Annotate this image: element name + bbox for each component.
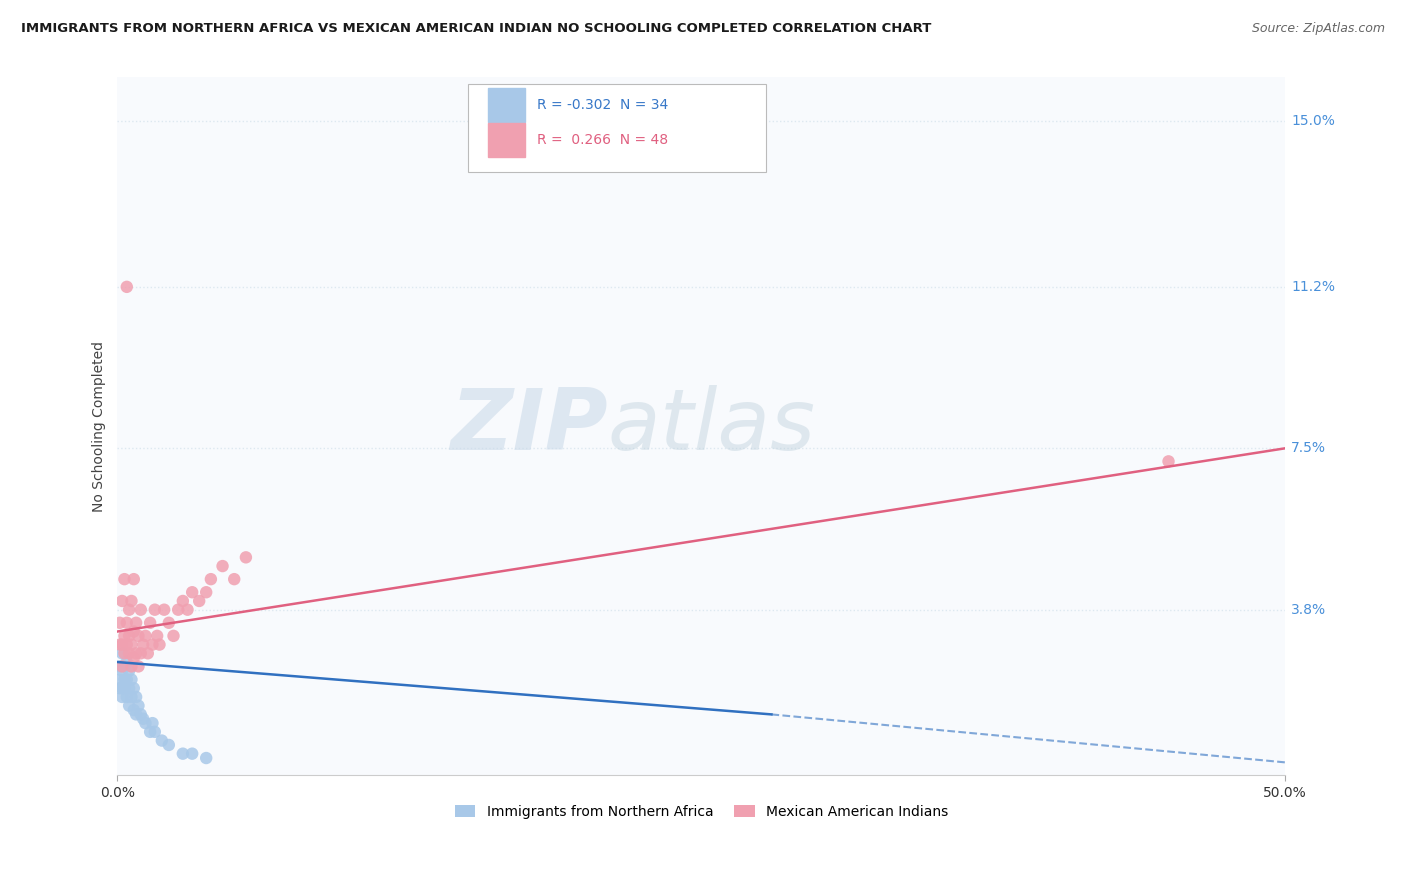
Point — [235, 550, 257, 565]
Point — [146, 629, 169, 643]
Point — [114, 646, 136, 660]
Point — [157, 738, 180, 752]
Text: Source: ZipAtlas.com: Source: ZipAtlas.com — [1251, 22, 1385, 36]
Point — [111, 638, 134, 652]
Point — [129, 707, 152, 722]
Text: 11.2%: 11.2% — [1291, 280, 1336, 293]
Point — [111, 681, 134, 696]
Point — [115, 280, 138, 294]
Point — [129, 603, 152, 617]
Point — [118, 646, 141, 660]
Point — [127, 659, 149, 673]
Point — [118, 603, 141, 617]
Point — [127, 698, 149, 713]
Point — [139, 615, 162, 630]
Text: 15.0%: 15.0% — [1291, 114, 1336, 128]
Text: R =  0.266  N = 48: R = 0.266 N = 48 — [537, 133, 668, 147]
Point — [172, 594, 194, 608]
Point — [122, 703, 145, 717]
Point — [1157, 454, 1180, 468]
Point — [125, 646, 148, 660]
Point — [114, 681, 136, 696]
Legend: Immigrants from Northern Africa, Mexican American Indians: Immigrants from Northern Africa, Mexican… — [449, 799, 953, 824]
Point — [211, 559, 233, 574]
Point — [111, 594, 134, 608]
Text: ZIP: ZIP — [450, 385, 607, 468]
Point — [125, 690, 148, 704]
Point — [114, 659, 136, 673]
Point — [108, 673, 131, 687]
Text: atlas: atlas — [607, 385, 815, 468]
Bar — [488, 123, 524, 157]
Point — [120, 690, 142, 704]
Point — [118, 698, 141, 713]
Point — [115, 655, 138, 669]
Point — [134, 629, 156, 643]
Point — [120, 659, 142, 673]
Point — [129, 646, 152, 660]
Point — [111, 690, 134, 704]
Text: 3.8%: 3.8% — [1291, 603, 1326, 616]
Point — [162, 629, 184, 643]
Point — [111, 664, 134, 678]
Point — [114, 673, 136, 687]
Point — [139, 724, 162, 739]
Point — [127, 629, 149, 643]
Point — [148, 638, 170, 652]
Point — [200, 572, 222, 586]
Point — [181, 747, 204, 761]
Point — [143, 724, 166, 739]
Point — [141, 638, 163, 652]
Point — [122, 650, 145, 665]
Point — [224, 572, 246, 586]
Point — [108, 615, 131, 630]
Point — [167, 603, 190, 617]
Point — [114, 629, 136, 643]
Point — [136, 646, 159, 660]
Point — [150, 733, 173, 747]
Point — [176, 603, 198, 617]
Point — [108, 638, 131, 652]
Point — [122, 624, 145, 639]
Point — [134, 716, 156, 731]
Point — [172, 747, 194, 761]
Point — [143, 603, 166, 617]
Point — [122, 681, 145, 696]
Point — [157, 615, 180, 630]
Point — [132, 638, 155, 652]
Bar — [488, 88, 524, 121]
Point — [141, 716, 163, 731]
Point — [125, 615, 148, 630]
Text: IMMIGRANTS FROM NORTHERN AFRICA VS MEXICAN AMERICAN INDIAN NO SCHOOLING COMPLETE: IMMIGRANTS FROM NORTHERN AFRICA VS MEXIC… — [21, 22, 931, 36]
Point — [125, 707, 148, 722]
Point — [111, 659, 134, 673]
Point — [181, 585, 204, 599]
Point — [195, 751, 218, 765]
Point — [111, 646, 134, 660]
Point — [118, 629, 141, 643]
Point — [115, 690, 138, 704]
Point — [195, 585, 218, 599]
Text: 7.5%: 7.5% — [1291, 442, 1326, 455]
Point — [120, 673, 142, 687]
Point — [122, 572, 145, 586]
Point — [115, 673, 138, 687]
Point — [118, 681, 141, 696]
Y-axis label: No Schooling Completed: No Schooling Completed — [93, 341, 107, 512]
Point — [108, 681, 131, 696]
Point — [108, 659, 131, 673]
Point — [188, 594, 211, 608]
Point — [120, 594, 142, 608]
Point — [114, 572, 136, 586]
Point — [115, 638, 138, 652]
Point — [153, 603, 176, 617]
Point — [118, 664, 141, 678]
Text: R = -0.302  N = 34: R = -0.302 N = 34 — [537, 98, 668, 112]
Point — [115, 615, 138, 630]
Point — [132, 712, 155, 726]
Point — [120, 638, 142, 652]
FancyBboxPatch shape — [468, 85, 766, 171]
